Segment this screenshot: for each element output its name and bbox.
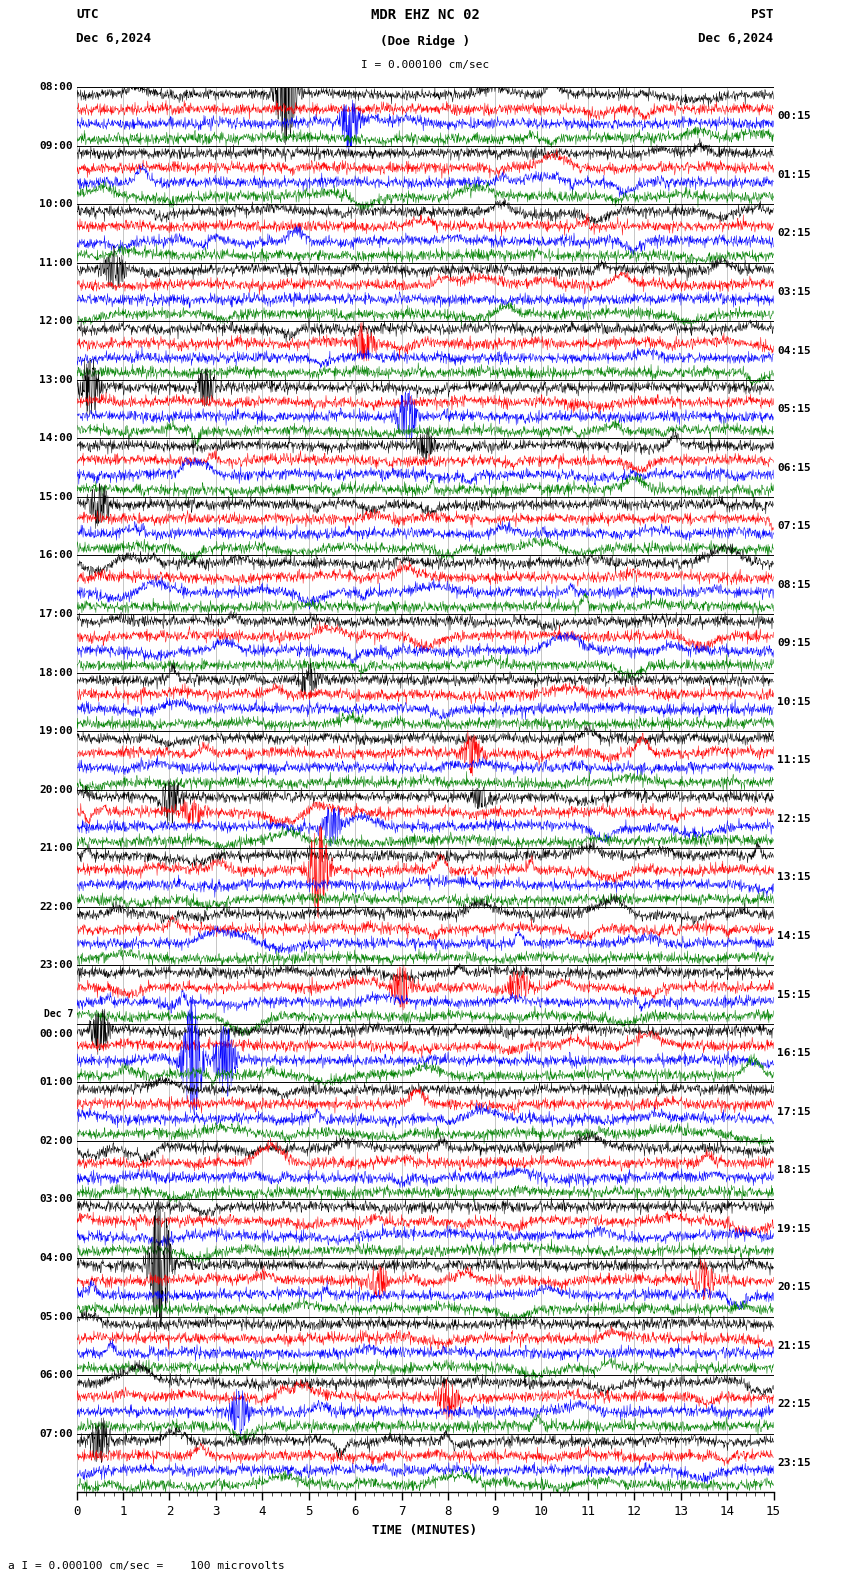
Text: a I = 0.000100 cm/sec =    100 microvolts: a I = 0.000100 cm/sec = 100 microvolts (8, 1562, 286, 1571)
Text: 02:15: 02:15 (777, 228, 811, 239)
Text: 05:00: 05:00 (39, 1312, 73, 1321)
Text: 09:15: 09:15 (777, 638, 811, 648)
Text: 22:00: 22:00 (39, 901, 73, 912)
Text: 22:15: 22:15 (777, 1399, 811, 1410)
Text: 19:15: 19:15 (777, 1224, 811, 1234)
Text: 20:00: 20:00 (39, 784, 73, 795)
Text: 10:15: 10:15 (777, 697, 811, 706)
Text: 06:00: 06:00 (39, 1370, 73, 1380)
X-axis label: TIME (MINUTES): TIME (MINUTES) (372, 1524, 478, 1536)
Text: 00:15: 00:15 (777, 111, 811, 122)
Text: Dec 6,2024: Dec 6,2024 (76, 32, 151, 44)
Text: 02:00: 02:00 (39, 1136, 73, 1145)
Text: 03:15: 03:15 (777, 287, 811, 298)
Text: 09:00: 09:00 (39, 141, 73, 150)
Text: 16:15: 16:15 (777, 1049, 811, 1058)
Text: 20:15: 20:15 (777, 1281, 811, 1293)
Text: PST: PST (751, 8, 774, 21)
Text: 23:15: 23:15 (777, 1457, 811, 1468)
Text: 00:00: 00:00 (39, 1028, 73, 1039)
Text: 01:00: 01:00 (39, 1077, 73, 1087)
Text: 17:00: 17:00 (39, 608, 73, 619)
Text: 21:00: 21:00 (39, 843, 73, 854)
Text: 18:00: 18:00 (39, 667, 73, 678)
Text: 15:00: 15:00 (39, 493, 73, 502)
Text: 14:00: 14:00 (39, 434, 73, 444)
Text: I = 0.000100 cm/sec: I = 0.000100 cm/sec (361, 60, 489, 70)
Text: 14:15: 14:15 (777, 931, 811, 941)
Text: 07:15: 07:15 (777, 521, 811, 531)
Text: 13:15: 13:15 (777, 873, 811, 882)
Text: 04:15: 04:15 (777, 345, 811, 355)
Text: 06:15: 06:15 (777, 463, 811, 472)
Text: 10:00: 10:00 (39, 200, 73, 209)
Text: 12:00: 12:00 (39, 317, 73, 326)
Text: 05:15: 05:15 (777, 404, 811, 413)
Text: 11:00: 11:00 (39, 258, 73, 268)
Text: 18:15: 18:15 (777, 1166, 811, 1175)
Text: 12:15: 12:15 (777, 814, 811, 824)
Text: 03:00: 03:00 (39, 1194, 73, 1204)
Text: 17:15: 17:15 (777, 1107, 811, 1117)
Text: 01:15: 01:15 (777, 169, 811, 181)
Text: 08:00: 08:00 (39, 82, 73, 92)
Text: 23:00: 23:00 (39, 960, 73, 971)
Text: 13:00: 13:00 (39, 375, 73, 385)
Text: 16:00: 16:00 (39, 551, 73, 561)
Text: 08:15: 08:15 (777, 580, 811, 589)
Text: MDR EHZ NC 02: MDR EHZ NC 02 (371, 8, 479, 22)
Text: 11:15: 11:15 (777, 756, 811, 765)
Text: 04:00: 04:00 (39, 1253, 73, 1262)
Text: 07:00: 07:00 (39, 1429, 73, 1438)
Text: (Doe Ridge ): (Doe Ridge ) (380, 35, 470, 48)
Text: 15:15: 15:15 (777, 990, 811, 1000)
Text: 21:15: 21:15 (777, 1340, 811, 1351)
Text: 19:00: 19:00 (39, 725, 73, 737)
Text: Dec 6,2024: Dec 6,2024 (699, 32, 774, 44)
Text: UTC: UTC (76, 8, 99, 21)
Text: Dec 7: Dec 7 (43, 1009, 73, 1019)
